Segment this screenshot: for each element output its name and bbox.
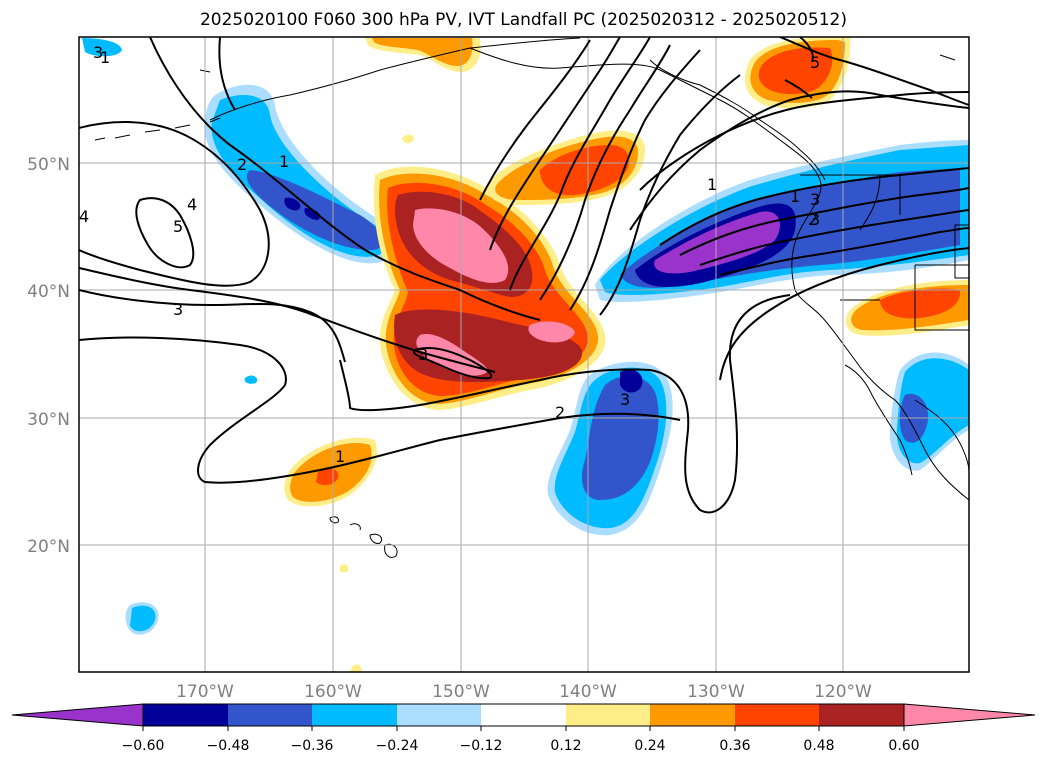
colorbar-segment — [312, 704, 397, 726]
colorbar-segment — [228, 704, 312, 726]
lon-label-140w: 140°W — [559, 682, 617, 702]
contour-label: 1 — [335, 447, 345, 466]
lon-labels: 170°W 160°W 150°W 140°W 130°W 120°W — [176, 682, 872, 702]
contour-label: 5 — [810, 53, 820, 72]
contour-label: 2 — [555, 403, 565, 422]
contour-label: 1 — [790, 187, 800, 206]
colorbar-tick: −0.48 — [207, 738, 250, 754]
lon-label-170w: 170°W — [176, 682, 234, 702]
contour-label: 1 — [707, 175, 717, 194]
contour-labels: 1 2 4 5 3 2 1 3 3 2 1 1 3 3 5 4 3 1 — [79, 43, 820, 466]
colorbar-segment — [143, 704, 228, 726]
contour-label: 3 — [93, 43, 103, 62]
coastlines — [94, 37, 969, 558]
contour-label: 1 — [100, 48, 110, 67]
colorbar-segment — [481, 704, 566, 726]
colorbar-tick: 0.36 — [719, 738, 750, 754]
lon-label-120w: 120°W — [814, 682, 872, 702]
lon-label-160w: 160°W — [304, 682, 362, 702]
pv-contours — [79, 37, 969, 514]
contour-label: 3 — [173, 300, 183, 319]
gridlines — [79, 37, 969, 672]
colorbar-tick: 0.60 — [888, 738, 919, 754]
lon-label-150w: 150°W — [432, 682, 490, 702]
contour-label: 3 — [620, 390, 630, 409]
colorbar-tick: 0.24 — [634, 738, 665, 754]
colorbar-segment — [735, 704, 819, 726]
hawaii-islands — [329, 516, 398, 558]
contour-label: 4 — [187, 195, 197, 214]
lat-label-20n: 20°N — [27, 537, 70, 557]
contour-label: 3 — [418, 345, 428, 364]
alaska-coast — [209, 37, 969, 501]
colorbar-segment — [819, 704, 904, 726]
colorbar-tick: 0.12 — [550, 738, 581, 754]
contour-label: 2 — [808, 210, 818, 229]
contour-label: 1 — [279, 152, 289, 171]
colorbar-tick: −0.36 — [291, 738, 334, 754]
colorbar-extend-left — [11, 703, 144, 727]
contour-label: 3 — [810, 210, 820, 229]
lon-label-130w: 130°W — [687, 682, 745, 702]
lat-label-30n: 30°N — [27, 410, 70, 430]
map-frame — [78, 36, 970, 673]
lat-label-40n: 40°N — [27, 282, 70, 302]
map-title: 2025020100 F060 300 hPa PV, IVT Landfall… — [199, 10, 847, 30]
colorbar-tick: −0.24 — [376, 738, 419, 754]
contour-label: 3 — [810, 190, 820, 209]
positive-anomaly-fields — [284, 37, 969, 672]
lat-label-50n: 50°N — [27, 155, 70, 175]
colorbar-tick: −0.12 — [460, 738, 503, 754]
colorbar-tick: −0.60 — [122, 738, 165, 754]
map-panel: 1 2 4 5 3 2 1 3 3 2 1 1 3 3 5 4 3 1 — [79, 37, 969, 672]
colorbar-segment — [397, 704, 481, 726]
colorbar-segment — [566, 704, 650, 726]
contour-label: 5 — [173, 217, 183, 236]
lat-labels: 50°N 40°N 30°N 20°N — [27, 155, 70, 557]
colorbar-tick: 0.48 — [803, 738, 834, 754]
colorbar-extend-right — [903, 703, 1036, 727]
aleutian-islands — [94, 54, 956, 141]
colorbar-segment — [650, 704, 735, 726]
canada-coast — [649, 59, 826, 181]
contour-label: 4 — [79, 207, 89, 226]
colorbar: −0.60 −0.48 −0.36 −0.24 −0.12 0.12 0.24 … — [11, 703, 1036, 754]
contour-label: 2 — [237, 155, 247, 174]
